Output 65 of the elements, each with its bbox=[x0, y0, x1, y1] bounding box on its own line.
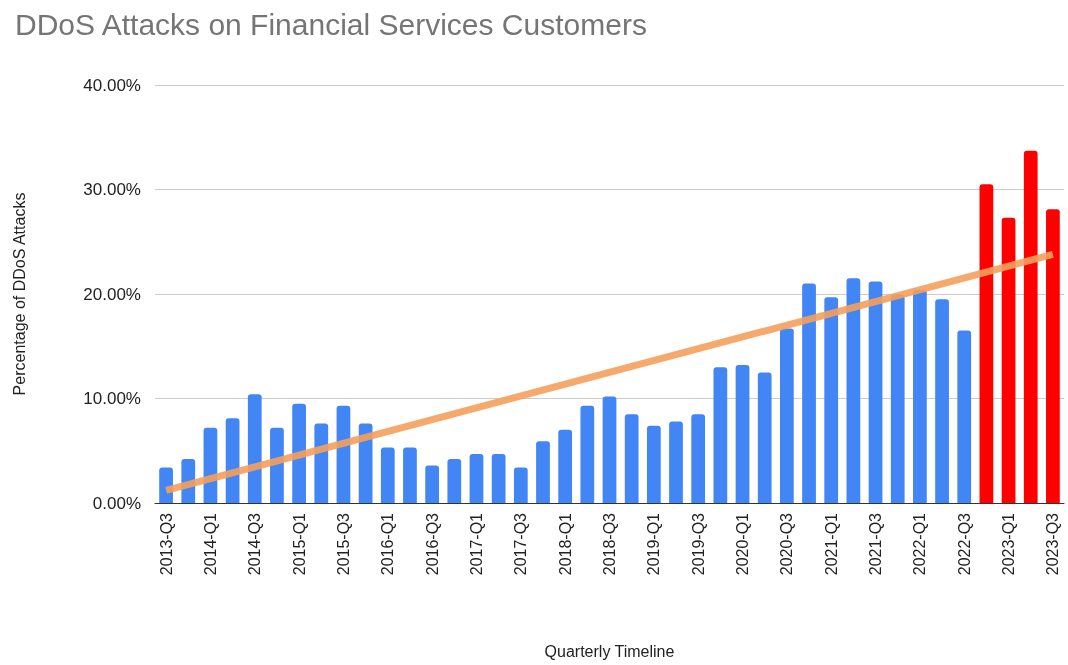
x-tick-label: 2021-Q3 bbox=[867, 512, 885, 576]
bar bbox=[513, 467, 528, 503]
x-tick-label: 2021-Q1 bbox=[822, 512, 840, 576]
bar bbox=[580, 405, 595, 503]
chart-title: DDoS Attacks on Financial Services Customers bbox=[15, 7, 647, 41]
x-tick-label: 2015-Q1 bbox=[290, 512, 308, 576]
x-tick-label: 2017-Q3 bbox=[512, 512, 530, 576]
bar bbox=[314, 423, 329, 503]
x-tick-label: 2022-Q1 bbox=[911, 512, 929, 576]
bar bbox=[935, 299, 949, 503]
bar bbox=[868, 281, 883, 503]
bar bbox=[1023, 150, 1038, 503]
bar bbox=[802, 283, 816, 503]
y-tick-label: 0.00% bbox=[92, 493, 141, 513]
bar bbox=[292, 403, 306, 503]
bar bbox=[979, 184, 994, 503]
x-tick-label: 2019-Q1 bbox=[645, 512, 663, 576]
bar bbox=[824, 297, 839, 503]
bar bbox=[270, 427, 284, 503]
bar bbox=[624, 414, 639, 503]
bar bbox=[380, 447, 395, 503]
x-tick-label: 2015-Q3 bbox=[334, 512, 352, 576]
x-tick-label: 2014-Q3 bbox=[246, 512, 264, 576]
y-tick-label: 40.00% bbox=[83, 75, 141, 95]
bar bbox=[957, 330, 972, 503]
bar bbox=[491, 453, 506, 503]
x-tick-label: 2014-Q1 bbox=[201, 512, 219, 576]
bar bbox=[1046, 209, 1060, 503]
x-tick-label: 2018-Q3 bbox=[601, 512, 618, 576]
x-tick-label: 2023-Q1 bbox=[1000, 512, 1018, 576]
bar bbox=[735, 365, 750, 503]
bar bbox=[1001, 217, 1016, 503]
y-axis-title: Percentage of DDoS Attacks bbox=[10, 192, 28, 396]
y-tick-label: 30.00% bbox=[83, 180, 141, 199]
bar bbox=[669, 421, 683, 503]
bar bbox=[558, 429, 573, 503]
bar bbox=[159, 467, 173, 503]
bar bbox=[691, 414, 706, 503]
bar bbox=[469, 453, 484, 503]
x-tick-label: 2019-Q3 bbox=[689, 512, 707, 576]
bar bbox=[403, 447, 417, 503]
bar bbox=[447, 459, 462, 503]
bar bbox=[779, 328, 794, 503]
x-tick-label: 2020-Q3 bbox=[778, 512, 796, 576]
x-axis-title: Quarterly Timeline bbox=[544, 642, 675, 660]
bar bbox=[913, 289, 927, 503]
x-tick-label: 2018-Q1 bbox=[556, 512, 574, 576]
x-tick-label: 2020-Q1 bbox=[734, 512, 752, 576]
bar bbox=[757, 372, 772, 503]
x-tick-label: 2022-Q3 bbox=[955, 512, 973, 576]
y-tick-label: 20.00% bbox=[83, 284, 141, 304]
x-tick-label: 2023-Q3 bbox=[1044, 512, 1062, 576]
bar bbox=[425, 465, 440, 503]
bar bbox=[646, 425, 661, 503]
y-tick-label: 10.00% bbox=[83, 389, 141, 408]
x-tick-label: 2017-Q1 bbox=[467, 512, 485, 576]
bar bbox=[602, 396, 617, 503]
bar bbox=[846, 278, 861, 503]
x-tick-label: 2016-Q3 bbox=[423, 512, 441, 576]
bar bbox=[713, 367, 728, 503]
x-tick-label: 2016-Q1 bbox=[379, 512, 397, 576]
bar bbox=[890, 295, 905, 503]
x-tick-label: 2013-Q3 bbox=[157, 512, 175, 576]
bar bbox=[536, 441, 550, 503]
bar bbox=[247, 394, 262, 503]
